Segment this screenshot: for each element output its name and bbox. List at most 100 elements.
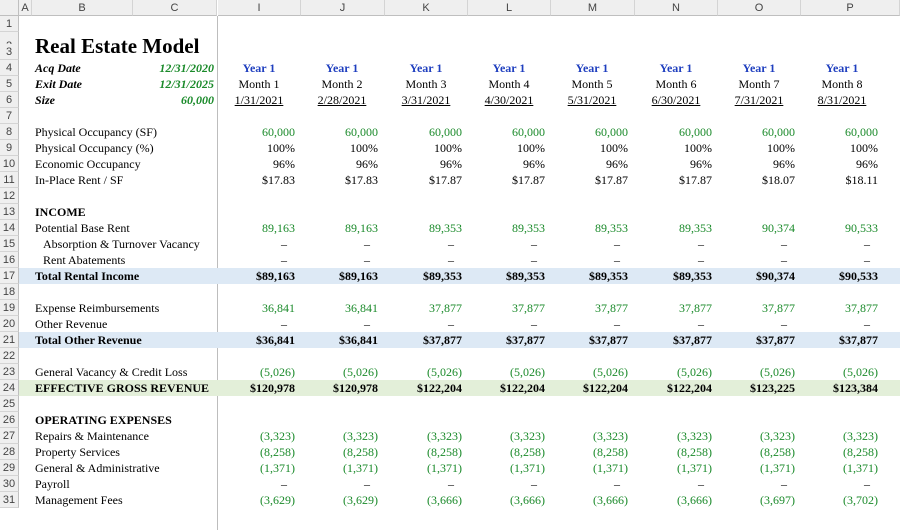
value-cell[interactable]: –: [614, 253, 620, 267]
period-date[interactable]: 6/30/2021: [651, 93, 701, 107]
period-month[interactable]: Month 8: [821, 77, 863, 91]
value-cell[interactable]: –: [614, 237, 620, 251]
value-cell[interactable]: $123,384: [833, 381, 878, 395]
period-month[interactable]: Month 3: [405, 77, 447, 91]
value-cell[interactable]: –: [281, 477, 287, 491]
value-cell[interactable]: $37,877: [423, 333, 462, 347]
line-item-label[interactable]: In-Place Rent / SF: [35, 173, 124, 187]
value-cell[interactable]: $37,877: [589, 333, 628, 347]
value-cell[interactable]: (5,026): [760, 365, 795, 379]
value-cell[interactable]: (8,258): [343, 445, 378, 459]
value-cell[interactable]: 60,000: [262, 125, 295, 139]
column-header-l[interactable]: L: [468, 0, 551, 16]
row-header[interactable]: 23: [0, 364, 19, 380]
value-cell[interactable]: –: [698, 317, 704, 331]
value-cell[interactable]: 36,841: [262, 301, 295, 315]
value-cell[interactable]: (3,323): [843, 429, 878, 443]
value-cell[interactable]: –: [781, 253, 787, 267]
row-header[interactable]: 7: [0, 108, 19, 124]
value-cell[interactable]: $17.87: [512, 173, 545, 187]
value-cell[interactable]: (3,666): [427, 493, 462, 507]
row-header[interactable]: 1: [0, 16, 19, 32]
line-item-label[interactable]: General Vacancy & Credit Loss: [35, 365, 188, 379]
value-cell[interactable]: –: [281, 253, 287, 267]
line-item-label[interactable]: Other Revenue: [35, 317, 108, 331]
value-cell[interactable]: (8,258): [427, 445, 462, 459]
period-month[interactable]: Month 4: [488, 77, 530, 91]
row-header[interactable]: 15: [0, 236, 19, 252]
row-header[interactable]: 13: [0, 204, 19, 220]
value-cell[interactable]: 60,000: [845, 125, 878, 139]
input-label[interactable]: Exit Date: [35, 77, 82, 91]
column-header-n[interactable]: N: [635, 0, 718, 16]
value-cell[interactable]: (3,323): [510, 429, 545, 443]
value-cell[interactable]: $18.07: [762, 173, 795, 187]
line-item-label[interactable]: EFFECTIVE GROSS REVENUE: [35, 381, 210, 395]
line-item-label[interactable]: Expense Reimbursements: [35, 301, 160, 315]
value-cell[interactable]: $89,163: [256, 269, 295, 283]
value-cell[interactable]: (1,371): [260, 461, 295, 475]
value-cell[interactable]: 96%: [606, 157, 628, 171]
value-cell[interactable]: 96%: [356, 157, 378, 171]
value-cell[interactable]: $17.87: [595, 173, 628, 187]
value-cell[interactable]: $120,978: [333, 381, 378, 395]
line-item-label[interactable]: Potential Base Rent: [35, 221, 130, 235]
period-month[interactable]: Month 5: [571, 77, 613, 91]
row-header[interactable]: 14: [0, 220, 19, 236]
line-item-label[interactable]: Property Services: [35, 445, 120, 459]
value-cell[interactable]: 60,000: [679, 125, 712, 139]
value-cell[interactable]: (3,702): [843, 493, 878, 507]
period-year[interactable]: Year 1: [242, 61, 276, 75]
row-header[interactable]: 21: [0, 332, 19, 348]
value-cell[interactable]: (5,026): [260, 365, 295, 379]
value-cell[interactable]: $17.83: [345, 173, 378, 187]
value-cell[interactable]: 90,374: [762, 221, 795, 235]
input-value[interactable]: 60,000: [181, 93, 214, 107]
value-cell[interactable]: 100%: [684, 141, 712, 155]
period-month[interactable]: Month 6: [655, 77, 697, 91]
value-cell[interactable]: $17.83: [262, 173, 295, 187]
value-cell[interactable]: $18.11: [845, 173, 878, 187]
row-header[interactable]: 30: [0, 476, 19, 492]
row-header[interactable]: 18: [0, 284, 19, 300]
value-cell[interactable]: 37,877: [429, 301, 462, 315]
period-date[interactable]: 7/31/2021: [734, 93, 784, 107]
value-cell[interactable]: (3,629): [260, 493, 295, 507]
row-header[interactable]: 12: [0, 188, 19, 204]
row-header[interactable]: 16: [0, 252, 19, 268]
value-cell[interactable]: 100%: [767, 141, 795, 155]
value-cell[interactable]: (3,666): [510, 493, 545, 507]
value-cell[interactable]: 36,841: [345, 301, 378, 315]
value-cell[interactable]: 90,533: [845, 221, 878, 235]
period-date[interactable]: 4/30/2021: [484, 93, 534, 107]
value-cell[interactable]: (3,323): [260, 429, 295, 443]
value-cell[interactable]: –: [364, 253, 370, 267]
value-cell[interactable]: $122,204: [667, 381, 712, 395]
period-month[interactable]: Month 1: [238, 77, 280, 91]
value-cell[interactable]: 89,353: [679, 221, 712, 235]
row-header[interactable]: 26: [0, 412, 19, 428]
period-year[interactable]: Year 1: [325, 61, 359, 75]
period-month[interactable]: Month 7: [738, 77, 780, 91]
period-date[interactable]: 1/31/2021: [234, 93, 284, 107]
period-date[interactable]: 5/31/2021: [567, 93, 617, 107]
value-cell[interactable]: $90,533: [839, 269, 878, 283]
value-cell[interactable]: –: [281, 237, 287, 251]
row-header[interactable]: 3: [0, 44, 19, 60]
value-cell[interactable]: $17.87: [429, 173, 462, 187]
line-item-label[interactable]: Rent Abatements: [43, 253, 126, 267]
value-cell[interactable]: 37,877: [512, 301, 545, 315]
value-cell[interactable]: $123,225: [750, 381, 795, 395]
line-item-label[interactable]: Payroll: [35, 477, 70, 491]
line-item-label[interactable]: General & Administrative: [35, 461, 160, 475]
column-header-m[interactable]: M: [551, 0, 635, 16]
period-year[interactable]: Year 1: [825, 61, 859, 75]
value-cell[interactable]: –: [531, 237, 537, 251]
period-year[interactable]: Year 1: [742, 61, 776, 75]
value-cell[interactable]: (1,371): [343, 461, 378, 475]
line-item-label[interactable]: Management Fees: [35, 493, 123, 507]
value-cell[interactable]: –: [364, 317, 370, 331]
value-cell[interactable]: –: [448, 253, 454, 267]
line-item-label[interactable]: Economic Occupancy: [35, 157, 141, 171]
